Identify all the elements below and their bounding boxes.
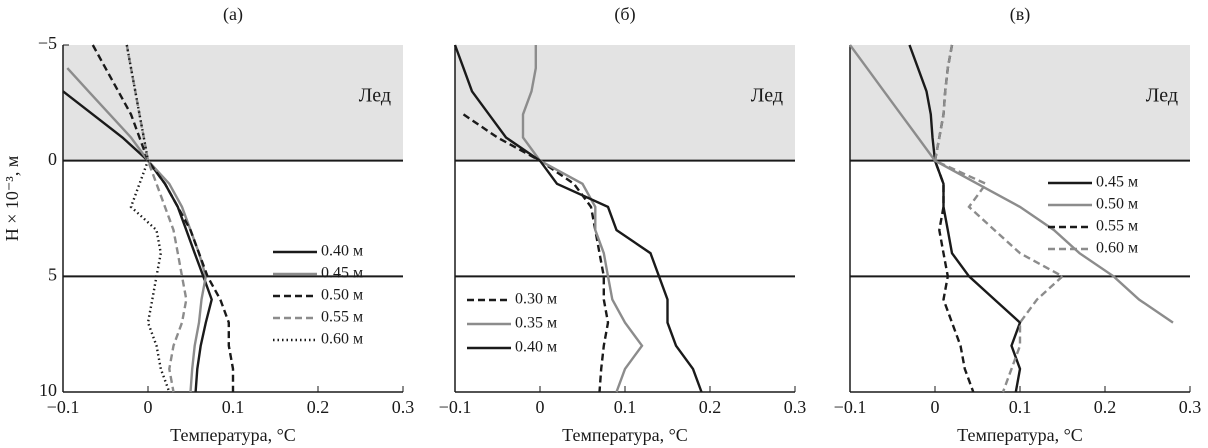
- x-axis-label: Температура, °C: [562, 425, 688, 445]
- legend-label: 0.40 м: [321, 243, 363, 260]
- profile-line: [849, 44, 1174, 324]
- y-tick-label: 0: [48, 149, 57, 169]
- x-tick-label: 0.2: [699, 397, 722, 417]
- x-axis-label: Температура, °C: [170, 425, 296, 445]
- x-tick-label: 0.3: [784, 397, 807, 417]
- panel-title: (в): [1010, 4, 1031, 25]
- legend-label: 0.60 м: [321, 331, 363, 348]
- x-tick-label: 0: [144, 397, 153, 417]
- y-tick-label: 10: [39, 380, 57, 400]
- ice-region: [850, 45, 1190, 161]
- y-tick-label: 5: [48, 264, 57, 284]
- x-tick-label: 0.2: [307, 397, 330, 417]
- x-tick-label: −0.1: [439, 397, 472, 417]
- x-tick-label: 0.3: [392, 397, 415, 417]
- legend-label: 0.60 м: [1096, 240, 1138, 257]
- profile-line: [62, 90, 213, 393]
- profile-line: [453, 44, 703, 393]
- panel-title: (б): [614, 4, 635, 25]
- legend-label: 0.30 м: [515, 291, 557, 308]
- x-tick-label: −0.1: [47, 397, 80, 417]
- x-tick-label: 0.1: [614, 397, 637, 417]
- profile-line: [908, 44, 1022, 393]
- x-axis-label: Температура, °C: [957, 425, 1083, 445]
- profile-line: [933, 44, 1065, 393]
- x-tick-label: 0.2: [1094, 397, 1117, 417]
- legend-label: 0.45 м: [321, 265, 363, 282]
- y-tick-label: −5: [38, 33, 57, 53]
- legend-label: 0.50 м: [1096, 196, 1138, 213]
- x-tick-label: 0: [931, 397, 940, 417]
- profile-line: [91, 44, 235, 392]
- y-axis-label: H × 10⁻³, м: [2, 156, 22, 241]
- legend-label: 0.55 м: [321, 309, 363, 326]
- legend-label: 0.50 м: [321, 287, 363, 304]
- legend-label: 0.55 м: [1096, 218, 1138, 235]
- legend-label: 0.35 м: [515, 315, 557, 332]
- x-tick-label: 0.3: [1179, 397, 1202, 417]
- ice-label: Лед: [751, 85, 783, 107]
- ice-label: Лед: [1146, 85, 1178, 107]
- ice-region: [455, 45, 795, 161]
- profile-line: [125, 44, 171, 393]
- x-tick-label: 0: [536, 397, 545, 417]
- legend-label: 0.45 м: [1096, 174, 1138, 191]
- ice-label: Лед: [359, 85, 391, 107]
- legend-label: 0.40 м: [515, 339, 557, 356]
- x-tick-label: −0.1: [834, 397, 867, 417]
- x-tick-label: 0.1: [1009, 397, 1032, 417]
- panel-title: (а): [223, 4, 243, 25]
- x-tick-label: 0.1: [222, 397, 245, 417]
- ice-region: [63, 45, 403, 161]
- profile-line: [521, 45, 644, 393]
